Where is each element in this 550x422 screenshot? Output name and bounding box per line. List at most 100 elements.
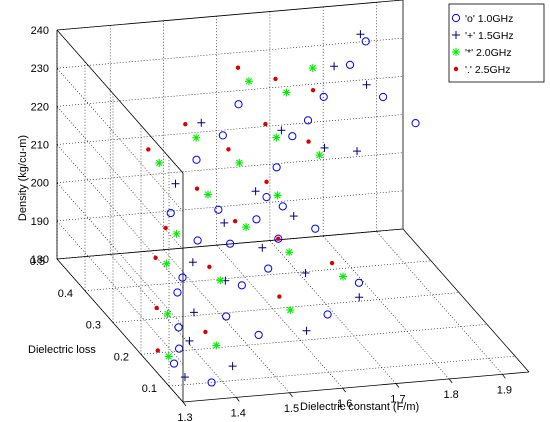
z-tick-label: 200: [31, 178, 49, 190]
data-point-circle: [252, 215, 261, 224]
data-point-circle: [178, 273, 187, 282]
data-point-circle: [174, 323, 183, 332]
floor-grid-line: [376, 231, 503, 375]
data-point-circle: [262, 193, 271, 202]
legend-entry-1: 'o' 1.0GHz: [465, 13, 513, 25]
data-point-dot: [153, 255, 158, 260]
data-point-star: [164, 352, 173, 361]
data-point-star: [163, 309, 172, 318]
data-point-plus: [189, 308, 198, 317]
data-point-circle: [174, 344, 184, 353]
star-stroke: [165, 353, 173, 360]
star-stroke: [204, 191, 212, 198]
floor-grid-line: [216, 244, 343, 389]
data-point-star: [235, 158, 244, 167]
data-point-plus: [330, 62, 339, 71]
floor-grid-line: [322, 235, 450, 380]
x-tick-mark: [448, 378, 453, 384]
data-point-dot: [194, 186, 200, 191]
star-stroke: [236, 159, 243, 167]
axis-box-edge: [56, 228, 404, 260]
data-point-plus: [220, 218, 229, 227]
y-tick-label: 0.4: [58, 288, 73, 300]
star-stroke: [274, 192, 281, 199]
floor-grid-line: [110, 254, 237, 398]
data-point-circle: [311, 224, 320, 233]
star-stroke: [173, 230, 180, 238]
data-point-circle: [218, 131, 227, 140]
data-point-dot: [310, 87, 316, 93]
star-stroke: [164, 310, 171, 318]
data-point-star: [216, 276, 225, 285]
data-point-star: [244, 77, 253, 86]
data-point-dot: [277, 294, 282, 299]
floor-grid-line: [84, 260, 432, 292]
data-point-plus: [320, 143, 329, 152]
x-tick-label: 1.5: [284, 403, 299, 415]
legend-entry-2: '+' 1.5GHz: [465, 30, 514, 42]
data-point-plus: [185, 336, 194, 345]
data-point-circle: [264, 264, 273, 273]
y-axis-label: Dielectric loss: [28, 344, 96, 356]
star-stroke: [163, 260, 170, 267]
x-tick-label: 1.3: [177, 412, 192, 422]
data-point-circle: [173, 288, 182, 297]
data-point-circle: [192, 155, 201, 164]
star-stroke: [217, 277, 224, 284]
data-point-star: [273, 191, 282, 200]
data-point-star: [162, 259, 171, 268]
y-tick-label: 0.3: [86, 320, 101, 332]
x-tick-mark: [289, 392, 293, 398]
data-point-star: [285, 248, 294, 257]
data-point-plus: [188, 258, 197, 267]
star-stroke: [155, 159, 163, 167]
data-point-circle: [234, 100, 243, 109]
data-point-circle: [323, 310, 332, 319]
data-point-circle: [237, 281, 246, 290]
data-point-circle: [278, 202, 287, 211]
data-point-dot: [232, 218, 238, 224]
data-point-dot: [453, 66, 459, 72]
star-stroke: [273, 134, 280, 141]
data-point-star: [212, 341, 221, 350]
data-point-plus: [171, 179, 180, 188]
z-tick-label: 230: [31, 63, 49, 75]
data-point-plus: [452, 31, 460, 39]
star-stroke: [283, 89, 290, 96]
data-point-circle: [254, 330, 263, 340]
data-point-star: [315, 151, 324, 160]
data-point-plus: [289, 212, 298, 221]
data-point-circle: [361, 37, 370, 46]
data-point-circle: [226, 239, 235, 248]
data-point-dot: [183, 121, 188, 127]
data-point-plus: [356, 30, 365, 39]
axis-box-edge: [56, 258, 184, 403]
z-tick-label: 180: [31, 254, 49, 266]
x-tick-label: 1.9: [497, 384, 512, 396]
x-tick-label: 1.6: [337, 398, 352, 410]
data-point-plus: [355, 293, 364, 302]
data-point-star: [192, 133, 201, 142]
star-stroke: [339, 273, 347, 280]
data-point-dot: [226, 147, 231, 152]
data-point-star: [282, 88, 291, 97]
data-point-circle: [207, 378, 216, 387]
star-stroke: [309, 64, 317, 72]
data-point-plus: [180, 373, 189, 382]
floor-grid-line: [112, 292, 460, 323]
data-point-star: [339, 272, 347, 281]
legend-entry-4: '.' 2.5GHz: [465, 64, 510, 76]
y-tick-label: 0.1: [142, 383, 157, 395]
data-point-circle: [288, 132, 297, 141]
data-point-plus: [277, 126, 286, 135]
data-point-circle: [274, 234, 283, 243]
axis-box-edge: [402, 228, 530, 373]
data-point-circle: [193, 236, 202, 245]
star-stroke: [242, 223, 250, 231]
floor-grid-line: [168, 355, 516, 387]
axes-grid: [56, 0, 530, 403]
y-tick-label: 0.5: [30, 256, 45, 268]
data-point-dot: [329, 260, 335, 266]
floor-grid-line: [140, 324, 488, 355]
